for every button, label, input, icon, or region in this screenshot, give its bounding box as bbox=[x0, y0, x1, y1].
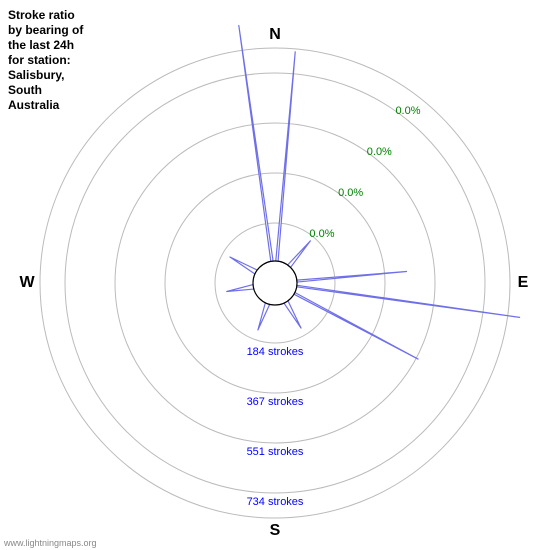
footer-credit: www.lightningmaps.org bbox=[4, 538, 97, 548]
compass-n: N bbox=[269, 26, 281, 43]
ring-label-upper: 0.0% bbox=[338, 187, 363, 199]
compass-w: W bbox=[19, 274, 35, 291]
compass-e: E bbox=[518, 274, 529, 291]
ring-label-lower: 367 strokes bbox=[247, 396, 304, 408]
ring-label-upper: 0.0% bbox=[395, 105, 420, 117]
ring-label-upper: 0.0% bbox=[367, 146, 392, 158]
ring-label-upper: 0.0% bbox=[309, 228, 334, 240]
polar-chart-container: Stroke ratio by bearing of the last 24h … bbox=[0, 0, 550, 550]
polar-chart-svg: N E S W 0.0% 0.0% 0.0% 0.0% 184 strokes 367 strok… bbox=[0, 0, 550, 550]
ring-label-lower: 734 strokes bbox=[247, 496, 304, 508]
ring-label-lower: 184 strokes bbox=[247, 346, 304, 358]
compass-s: S bbox=[270, 522, 281, 539]
ring-label-lower: 551 strokes bbox=[247, 446, 304, 458]
